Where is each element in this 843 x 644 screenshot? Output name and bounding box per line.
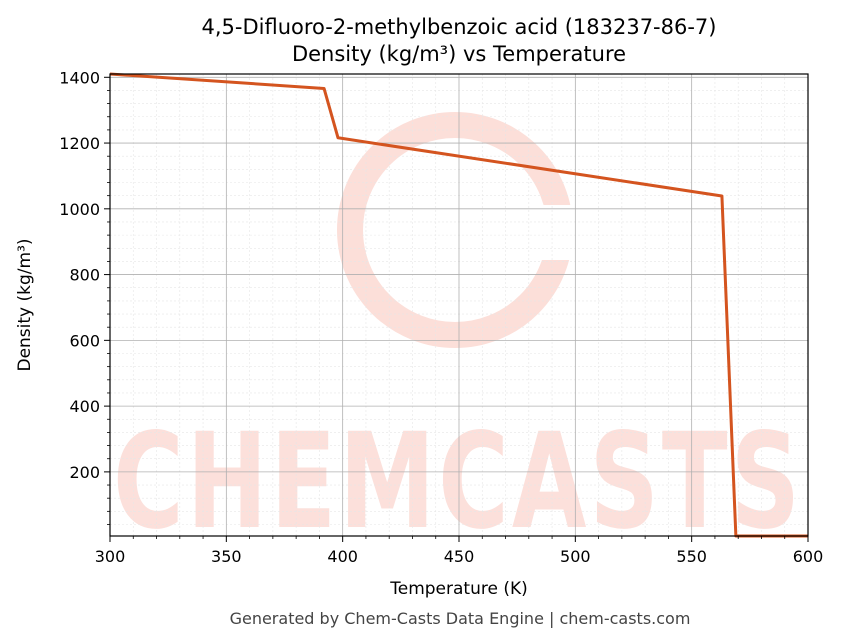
chart-subtitle: Density (kg/m³) vs Temperature <box>292 42 626 66</box>
y-tick-label: 600 <box>69 331 100 350</box>
y-tick-label: 400 <box>69 397 100 416</box>
x-tick-label: 550 <box>676 547 707 566</box>
major-grid <box>109 74 809 536</box>
x-tick-label: 400 <box>327 547 358 566</box>
y-axis-label: Density (kg/m³) <box>15 238 35 371</box>
x-tick-label: 600 <box>793 547 824 566</box>
y-tick-label: 1400 <box>59 68 100 87</box>
x-tick-label: 350 <box>211 547 242 566</box>
watermark-text: CHEMCASTS <box>113 405 803 559</box>
y-tick-label: 800 <box>69 266 100 285</box>
y-tick-label: 200 <box>69 463 100 482</box>
y-axis-ticks: 200 400 600 800 1000 1200 1400 <box>59 68 110 525</box>
chart-title: 4,5-Difluoro-2-methylbenzoic acid (18323… <box>201 15 716 39</box>
watermark: CHEMCASTS <box>113 112 803 559</box>
x-tick-label: 300 <box>95 547 126 566</box>
footer-credit: Generated by Chem-Casts Data Engine | ch… <box>230 609 691 628</box>
y-tick-label: 1000 <box>59 200 100 219</box>
x-axis-label: Temperature (K) <box>389 579 528 599</box>
x-axis-ticks: 300 350 400 450 500 550 600 <box>95 536 824 566</box>
x-tick-label: 450 <box>444 547 475 566</box>
y-tick-label: 1200 <box>59 134 100 153</box>
x-tick-label: 500 <box>560 547 591 566</box>
watermark-logo <box>337 112 600 348</box>
